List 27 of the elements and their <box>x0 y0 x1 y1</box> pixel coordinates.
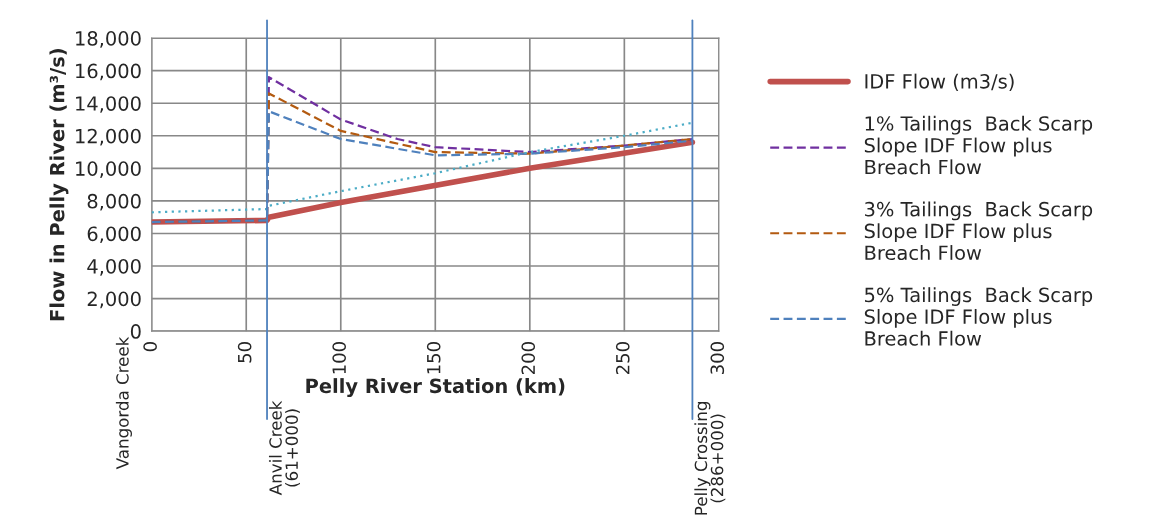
x-tick-label: 300 <box>710 342 725 374</box>
y-tick-label: 6,000 <box>87 226 141 244</box>
y-tick-label: 18,000 <box>76 31 141 48</box>
x-tick-label: 150 <box>426 342 441 374</box>
x-tick-label: 100 <box>332 342 346 374</box>
y-tick-label: 8,000 <box>87 193 141 211</box>
legend-label: 1% Tailings Back Scarp Slope IDF Flow plus Breach Flow <box>864 115 1093 175</box>
ref-line-label: Pelly Crossing (286+000) <box>694 402 726 515</box>
line-series <box>151 121 694 214</box>
y-tick-label: 12,000 <box>76 128 141 146</box>
text: Vangorda Creek <box>115 336 132 470</box>
legend-label: IDF Flow (m3/s) <box>865 73 1014 91</box>
x-tick-label: 50 <box>237 342 252 363</box>
y-tick-label: 4,000 <box>87 258 141 276</box>
x-tick-label: 200 <box>521 342 536 375</box>
y-tick-label: 10,000 <box>76 161 141 178</box>
legend-label: 5% Tailings Back Scarp Slope IDF Flow plus Breach Flow <box>864 287 1093 346</box>
y-axis-title: Flow in Pelly River (m³/s) <box>49 48 69 321</box>
x-tick-label: 250 <box>615 342 630 375</box>
y-tick-label: 0 <box>130 324 141 339</box>
y-tick-label: 2,000 <box>87 291 141 309</box>
x-axis-title: Pelly River Station (km) <box>306 378 565 398</box>
legend-label: 3% Tailings Back Scarp Slope IDF Flow plus Breach Flow <box>864 201 1093 261</box>
y-tick-label: 14,000 <box>76 96 141 113</box>
y-tick-label: 16,000 <box>76 63 141 81</box>
x-tick-label: 0 <box>143 342 157 352</box>
ref-line-label: Anvil Creek (61+000) <box>268 400 300 496</box>
